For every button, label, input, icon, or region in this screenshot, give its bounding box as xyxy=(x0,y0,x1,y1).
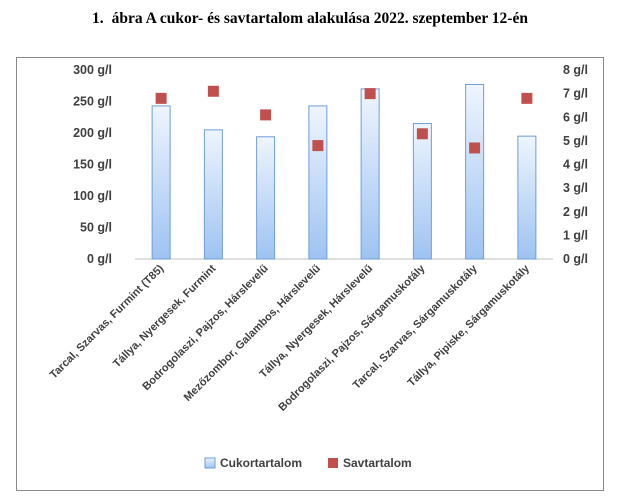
left-axis-tick-label: 250 g/l xyxy=(73,95,112,109)
figure-title: ábra A cukor- és savtartalom alakulása 2… xyxy=(111,10,528,27)
bar-cukortartalom xyxy=(465,83,485,260)
chart-frame xyxy=(16,57,604,491)
left-axis-tick-label: 0 g/l xyxy=(87,252,112,266)
marker-savtartalom xyxy=(155,92,167,104)
left-axis-tick-label: 100 g/l xyxy=(73,189,112,203)
left-axis-tick-label: 200 g/l xyxy=(73,126,112,140)
marker-savtartalom xyxy=(521,92,533,104)
right-axis-tick-label: 1 g/l xyxy=(563,228,588,242)
marker-savtartalom xyxy=(260,109,272,121)
right-axis-tick-label: 6 g/l xyxy=(563,110,588,124)
legend-label-savtartalom: Savtartalom xyxy=(343,456,412,470)
right-axis-tick-label: 8 g/l xyxy=(563,63,588,77)
marker-savtartalom xyxy=(416,128,428,140)
right-axis-tick-label: 7 g/l xyxy=(563,87,588,101)
legend-swatch-savtartalom xyxy=(328,458,338,468)
x-axis-category-label: Tarcal, Szarvas, Furmint (T85) xyxy=(48,262,167,381)
bar-cukortartalom xyxy=(360,88,380,260)
left-axis-tick-label: 300 g/l xyxy=(73,63,112,77)
legend-swatch-cukortartalom xyxy=(204,457,216,469)
right-axis-tick-label: 4 g/l xyxy=(563,158,588,172)
marker-savtartalom xyxy=(469,142,481,154)
left-axis-tick-label: 50 g/l xyxy=(80,221,112,235)
figure-number: 1. xyxy=(92,10,104,27)
marker-savtartalom xyxy=(364,88,376,100)
right-axis-tick-label: 3 g/l xyxy=(563,181,588,195)
right-axis-tick-label: 0 g/l xyxy=(563,252,588,266)
bar-cukortartalom xyxy=(517,135,537,260)
x-axis-category-label: Tállya, Nyergesek, Furmint xyxy=(111,262,219,370)
figure-caption: 1. ábra A cukor- és savtartalom alakulása… xyxy=(0,10,620,28)
right-axis-tick-label: 5 g/l xyxy=(563,134,588,148)
left-axis-tick-label: 150 g/l xyxy=(73,158,112,172)
bar-cukortartalom xyxy=(151,105,171,260)
legend-label-cukortartalom: Cukortartalom xyxy=(220,456,302,470)
bar-cukortartalom xyxy=(203,129,223,260)
bar-cukortartalom xyxy=(308,105,328,260)
marker-savtartalom xyxy=(312,140,324,152)
x-axis-category-label: Tállya, Nyergesek, Hárslevelű xyxy=(257,262,375,380)
bar-cukortartalom xyxy=(412,123,432,260)
bar-cukortartalom xyxy=(256,136,276,260)
right-axis-tick-label: 2 g/l xyxy=(563,205,588,219)
marker-savtartalom xyxy=(207,85,219,97)
